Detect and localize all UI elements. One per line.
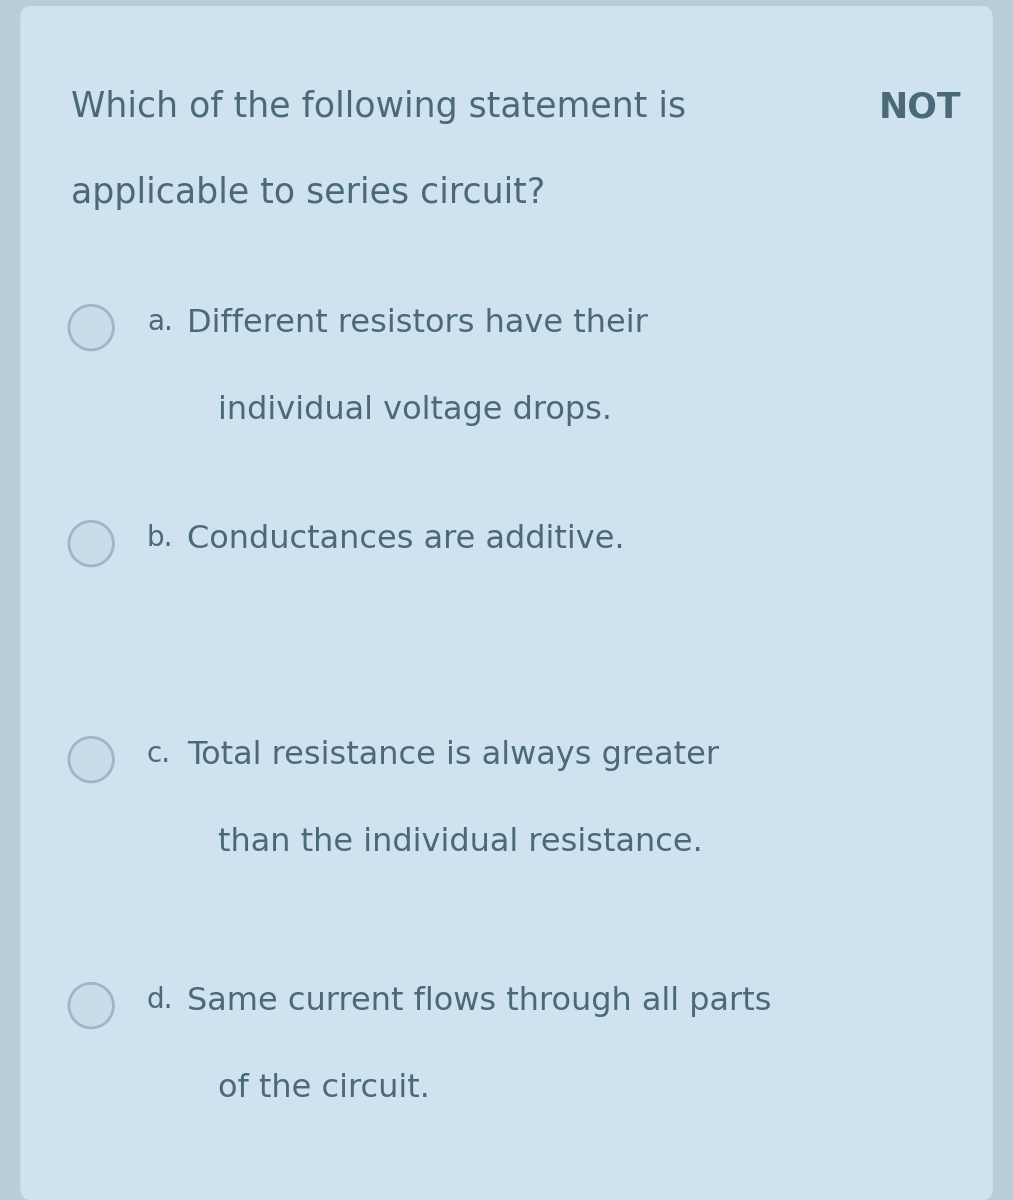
Ellipse shape: [69, 737, 113, 782]
Text: c.: c.: [147, 740, 171, 768]
Ellipse shape: [69, 305, 113, 350]
FancyBboxPatch shape: [20, 6, 993, 1200]
Text: individual voltage drops.: individual voltage drops.: [218, 395, 612, 426]
Text: a.: a.: [147, 308, 173, 336]
Text: b.: b.: [147, 524, 173, 552]
Ellipse shape: [69, 983, 113, 1028]
Text: than the individual resistance.: than the individual resistance.: [218, 827, 703, 858]
Text: Conductances are additive.: Conductances are additive.: [187, 524, 625, 556]
Text: applicable to series circuit?: applicable to series circuit?: [71, 176, 545, 210]
Text: of the circuit.: of the circuit.: [218, 1073, 430, 1104]
Text: d.: d.: [147, 986, 173, 1014]
Text: Total resistance is always greater: Total resistance is always greater: [187, 740, 719, 772]
Text: Different resistors have their: Different resistors have their: [187, 308, 648, 340]
Text: Same current flows through all parts: Same current flows through all parts: [187, 986, 772, 1018]
Text: Which of the following statement is: Which of the following statement is: [71, 90, 697, 124]
Ellipse shape: [69, 521, 113, 566]
Text: NOT: NOT: [879, 90, 961, 124]
